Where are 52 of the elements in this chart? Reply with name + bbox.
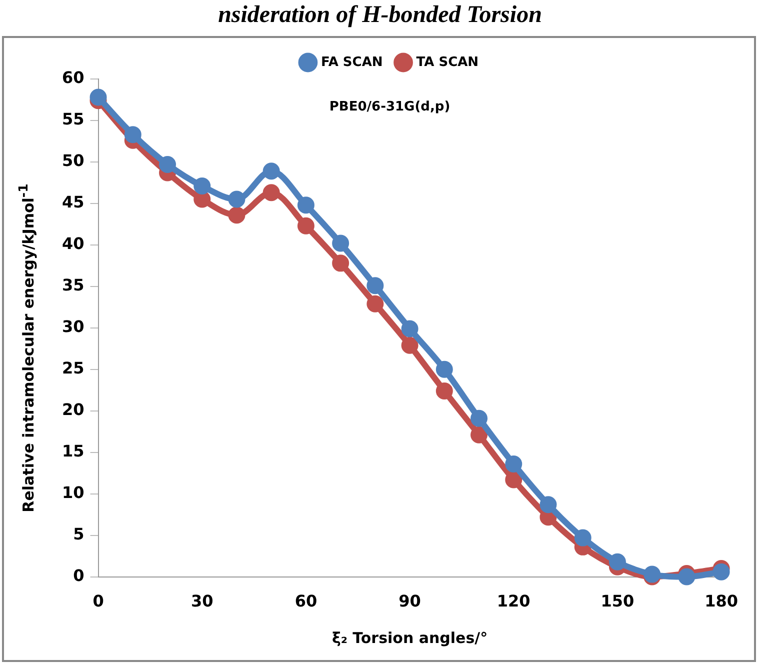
point [297, 217, 314, 234]
point [262, 162, 280, 180]
y-tick-label: 15 [62, 442, 84, 461]
point [158, 156, 176, 173]
x-tick-label: 150 [600, 592, 634, 611]
point [470, 426, 488, 444]
point [470, 410, 488, 427]
point [90, 88, 107, 106]
x-axis-title: ξ₂ Torsion angles/° [332, 628, 488, 647]
y-tick-label: 20 [62, 400, 84, 420]
y-tick-label: 35 [62, 276, 84, 295]
point [401, 336, 418, 354]
x-tick-label: 60 [294, 592, 318, 611]
y-tick-label: 25 [62, 358, 84, 378]
point [332, 254, 350, 272]
point [194, 178, 211, 195]
x-tick-label: 30 [190, 592, 214, 611]
chart-title: nsideration of H-bonded Torsion [217, 1, 543, 30]
x-tick-label: 180 [704, 592, 738, 611]
point [540, 496, 557, 514]
x-tick-label: 120 [496, 592, 530, 611]
y-tick-label: 0 [73, 566, 84, 585]
point [228, 190, 246, 208]
point [436, 360, 453, 378]
point [366, 277, 384, 294]
x-tick-label: 90 [398, 592, 421, 611]
point [262, 184, 280, 202]
point [505, 471, 522, 488]
point [124, 126, 142, 144]
y-tick-label: 55 [62, 110, 84, 129]
point [436, 382, 453, 400]
y-tick-label: 50 [62, 151, 84, 170]
x-tick-label: 0 [92, 592, 104, 611]
point [297, 196, 314, 214]
point [712, 563, 730, 580]
point [332, 234, 350, 252]
y-tick-label: 40 [62, 234, 84, 254]
y-tick-label: 60 [62, 68, 84, 88]
annotation: PBE0/6-31G(d,p) [329, 99, 450, 114]
y-tick-label: 45 [62, 192, 84, 212]
y-tick-label: 10 [62, 482, 84, 502]
legend-label: TA SCAN [416, 54, 479, 70]
point [574, 529, 592, 546]
y-tick-label: 5 [73, 524, 84, 544]
point [366, 295, 384, 312]
point [608, 553, 626, 570]
legend-label: FA SCAN [320, 54, 383, 70]
point [401, 320, 418, 338]
point [505, 455, 522, 472]
y-tick-label: 30 [62, 317, 84, 336]
point [678, 568, 696, 586]
point [228, 206, 246, 224]
